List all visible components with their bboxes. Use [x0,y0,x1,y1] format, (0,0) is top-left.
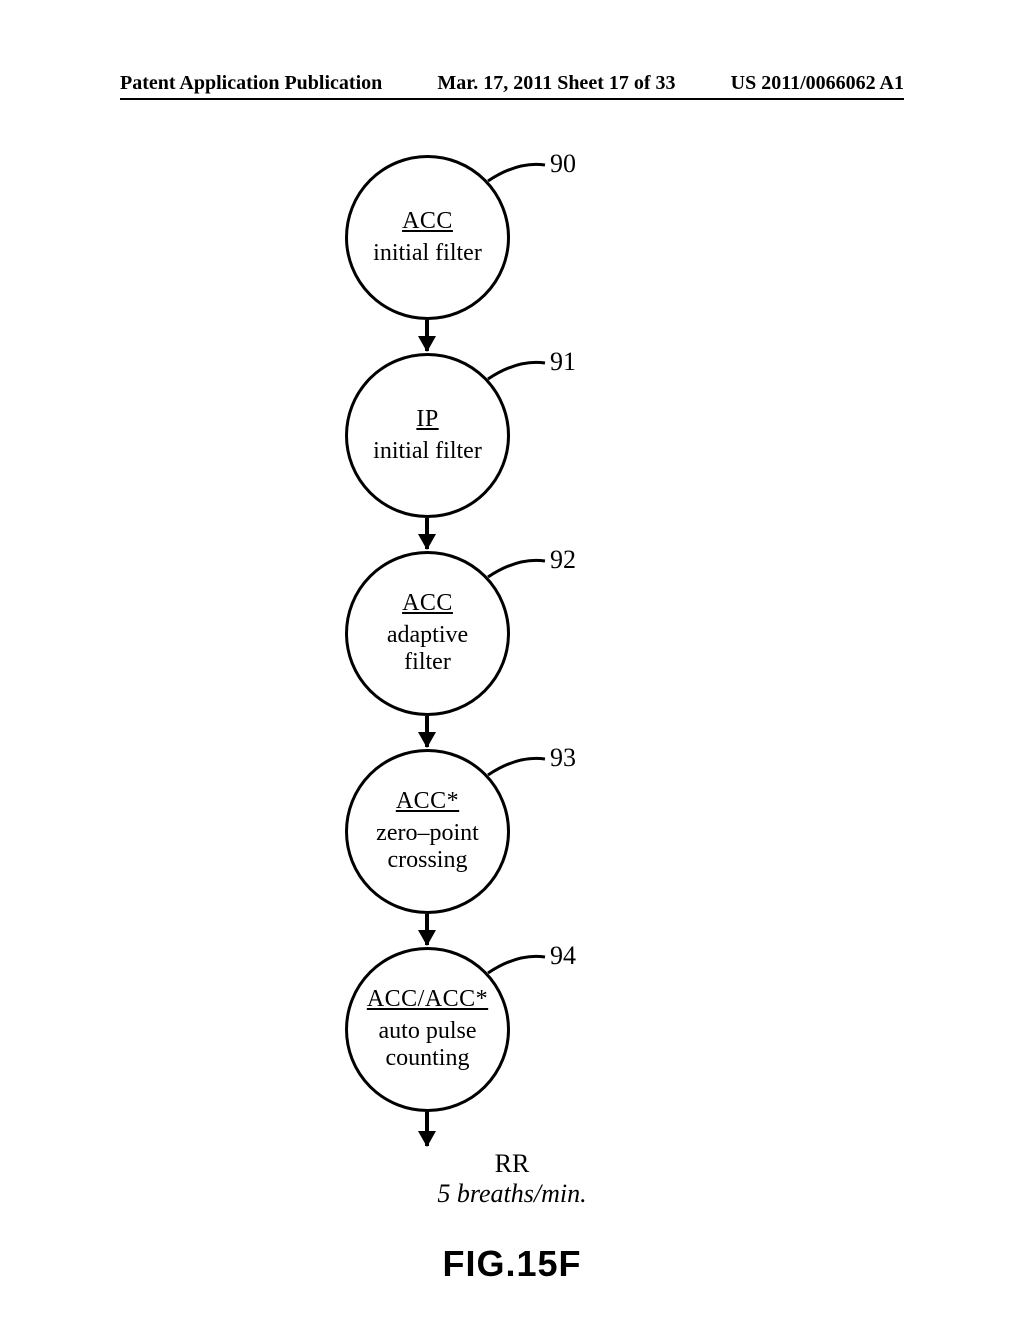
reference-number: 93 [550,743,576,773]
flow-node-subtitle: auto pulsecounting [379,1018,477,1073]
flow-arrow [425,914,429,945]
flow-arrow [425,518,429,549]
callout-lead [0,155,600,215]
figure-label: FIG.15F [0,1243,1024,1285]
flow-arrow [425,716,429,747]
reference-number: 91 [550,347,576,377]
header-right: US 2011/0066062 A1 [731,72,904,95]
page-header: Patent Application Publication Mar. 17, … [0,72,1024,95]
reference-number: 90 [550,149,576,179]
header-rule [120,98,904,100]
result-output: RR5 breaths/min. [0,1149,1024,1209]
callout-lead [0,353,600,413]
callout-lead [0,551,600,611]
flow-node-subtitle: adaptivefilter [387,622,468,677]
flow-node-subtitle: initial filter [373,438,482,466]
flow-node-subtitle: initial filter [373,240,482,268]
result-label: RR [0,1149,1024,1179]
flow-arrow [425,320,429,351]
reference-number: 92 [550,545,576,575]
flow-arrow [425,1112,429,1146]
header-center: Mar. 17, 2011 Sheet 17 of 33 [437,72,675,95]
result-value: 5 breaths/min. [0,1179,1024,1209]
flow-node-subtitle: zero–pointcrossing [376,820,479,875]
header-left: Patent Application Publication [120,72,382,95]
callout-lead [0,749,600,809]
reference-number: 94 [550,941,576,971]
callout-lead [0,947,600,1007]
